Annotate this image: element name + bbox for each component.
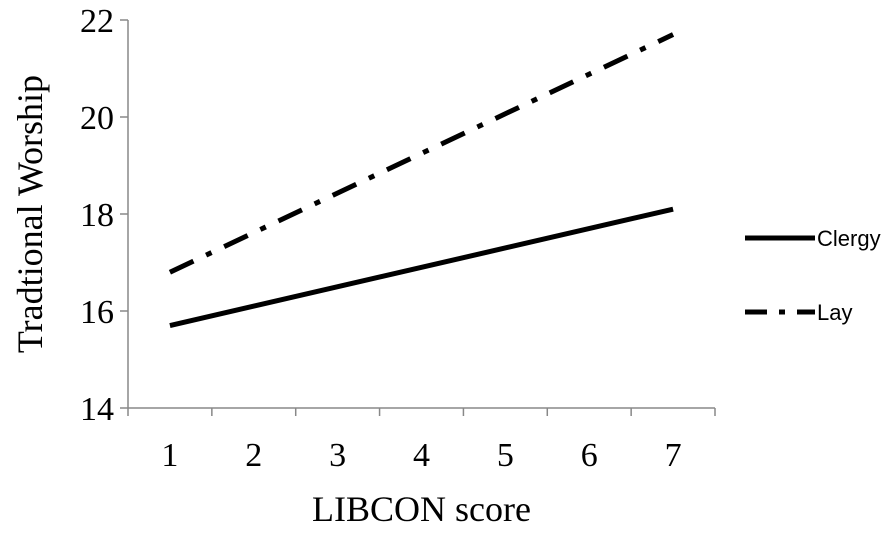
legend: Clergy Lay — [745, 226, 881, 325]
x-tick-label: 1 — [161, 437, 178, 474]
x-tick-label: 6 — [581, 437, 598, 474]
y-tick-label: 18 — [80, 197, 114, 234]
series-lines — [168, 32, 675, 328]
y-axis-title: Tradtional Worship — [10, 75, 50, 353]
x-tick-label: 7 — [665, 437, 682, 474]
legend-label-lay: Lay — [817, 300, 852, 325]
y-tick-label: 16 — [80, 294, 114, 331]
y-ticks: 14 16 18 20 22 — [80, 3, 128, 428]
y-tick-label: 20 — [80, 100, 114, 137]
axes — [127, 20, 715, 409]
y-tick-label: 14 — [80, 391, 114, 428]
x-axis-title: LIBCON score — [312, 489, 531, 529]
series-line-lay — [168, 32, 675, 275]
x-ticks: 1 2 3 4 5 6 7 — [127, 408, 716, 474]
legend-label-clergy: Clergy — [817, 226, 881, 251]
series-line-clergy — [169, 206, 674, 328]
x-tick-label: 3 — [329, 437, 346, 474]
y-tick-label: 22 — [80, 3, 114, 40]
x-tick-label: 4 — [413, 437, 430, 474]
x-tick-label: 5 — [497, 437, 514, 474]
x-tick-label: 2 — [245, 437, 262, 474]
